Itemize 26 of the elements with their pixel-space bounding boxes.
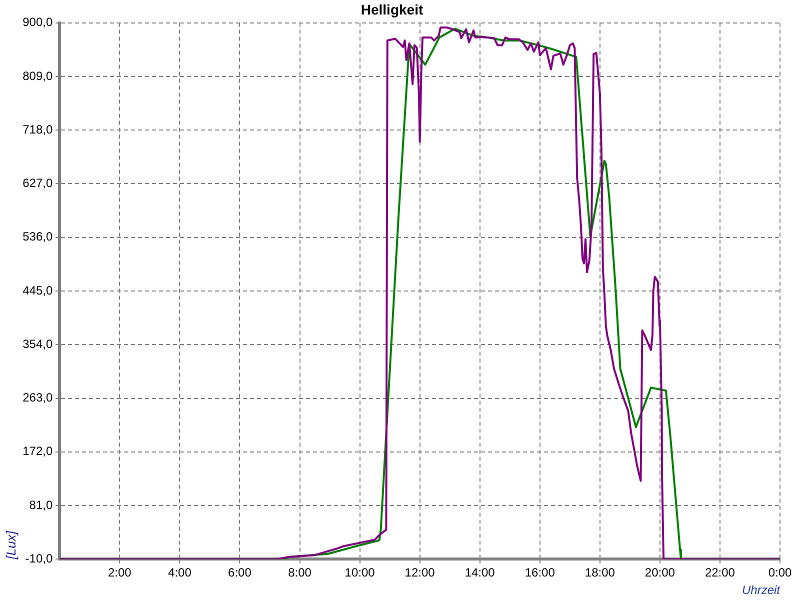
x-axis-title: Uhrzeit xyxy=(742,583,781,598)
chart-title: Helligkeit xyxy=(360,1,424,18)
y-tick-label: 536,0 xyxy=(22,230,53,244)
y-tick-label: 263,0 xyxy=(22,390,53,405)
x-tick-label: 10:00 xyxy=(344,566,376,580)
x-tick-label: 6:00 xyxy=(228,566,252,580)
x-tick-label: 14:00 xyxy=(464,566,496,580)
x-tick-label: 22:00 xyxy=(704,566,736,580)
y-tick-label: 900,0 xyxy=(22,15,53,30)
y-tick-label: 445,0 xyxy=(22,283,53,298)
x-tick-label: 8:00 xyxy=(288,566,312,580)
x-tick-label: 20:00 xyxy=(644,566,676,580)
y-tick-label: 172,0 xyxy=(22,444,53,458)
x-tick-label: 12:00 xyxy=(404,566,436,580)
y-tick-label: 81,0 xyxy=(29,498,53,512)
y-tick-label: 809,0 xyxy=(22,68,53,83)
y-tick-label: 354,0 xyxy=(22,336,53,351)
x-tick-label: 18:00 xyxy=(584,566,616,580)
x-tick-label: 16:00 xyxy=(524,566,556,580)
y-tick-label: 718,0 xyxy=(22,122,53,136)
x-tick-label: 4:00 xyxy=(168,566,192,580)
x-tick-label: 0:00 xyxy=(768,566,792,580)
y-tick-label: 627,0 xyxy=(22,176,53,190)
y-axis-title: [Lux] xyxy=(3,530,18,560)
x-tick-label: 2:00 xyxy=(108,566,132,580)
y-tick-label: -10,0 xyxy=(25,552,53,566)
